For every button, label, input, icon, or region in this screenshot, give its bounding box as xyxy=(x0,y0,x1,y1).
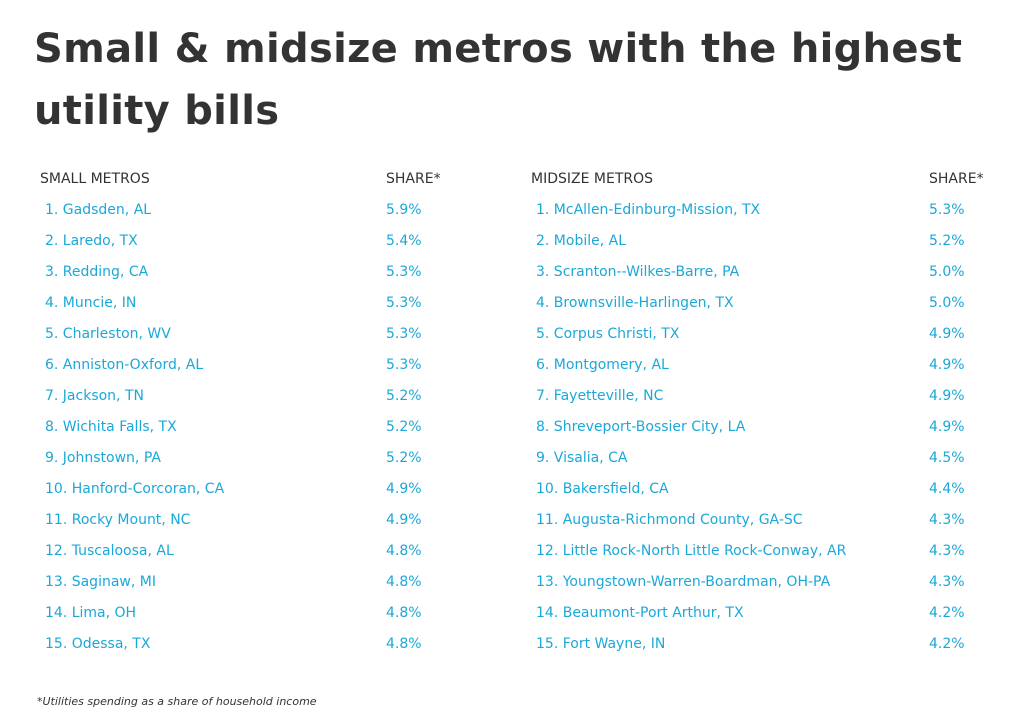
metro-name: 4. Brownsville-Harlingen, TX xyxy=(536,295,734,311)
metro-name: 12. Little Rock-North Little Rock-Conway… xyxy=(536,543,847,559)
table-row: 5. Corpus Christi, TX 4.9% xyxy=(531,326,1001,357)
metro-name: 14. Lima, OH xyxy=(45,605,137,621)
share-value: 4.9% xyxy=(929,388,965,404)
table-row: 6. Anniston-Oxford, AL 5.3% xyxy=(40,357,490,388)
midsize-metros-rows: 1. McAllen-Edinburg-Mission, TX 5.3% 2. Mo… xyxy=(531,202,1001,667)
table-row: 4. Muncie, IN 5.3% xyxy=(40,295,490,326)
metro-name: 9. Johnstown, PA xyxy=(45,450,161,466)
metro-name: 7. Fayetteville, NC xyxy=(536,388,664,404)
small-metros-share-header: SHARE* xyxy=(386,171,441,187)
table-row: 13. Saginaw, MI 4.8% xyxy=(40,574,490,605)
metro-name: 6. Anniston-Oxford, AL xyxy=(45,357,204,373)
metro-name: 5. Charleston, WV xyxy=(45,326,171,342)
footnote: *Utilities spending as a share of househ… xyxy=(37,695,317,708)
share-value: 5.2% xyxy=(386,388,422,404)
metro-name: 13. Saginaw, MI xyxy=(45,574,156,590)
metro-name: 1. Gadsden, AL xyxy=(45,202,152,218)
table-row: 13. Youngstown-Warren-Boardman, OH-PA 4.3… xyxy=(531,574,1001,605)
share-value: 5.4% xyxy=(386,233,422,249)
share-value: 4.9% xyxy=(386,512,422,528)
table-row: 10. Hanford-Corcoran, CA 4.9% xyxy=(40,481,490,512)
table-row: 7. Jackson, TN 5.2% xyxy=(40,388,490,419)
metro-name: 1. McAllen-Edinburg-Mission, TX xyxy=(536,202,761,218)
share-value: 5.2% xyxy=(929,233,965,249)
table-row: 8. Wichita Falls, TX 5.2% xyxy=(40,419,490,450)
share-value: 4.3% xyxy=(929,543,965,559)
table-row: 10. Bakersfield, CA 4.4% xyxy=(531,481,1001,512)
share-value: 4.9% xyxy=(929,419,965,435)
small-metros-rows: 1. Gadsden, AL 5.9% 2. Laredo, TX 5.4% 3. Re… xyxy=(40,202,490,667)
share-value: 5.0% xyxy=(929,264,965,280)
share-value: 5.3% xyxy=(386,326,422,342)
table-row: 1. McAllen-Edinburg-Mission, TX 5.3% xyxy=(531,202,1001,233)
table-row: 3. Redding, CA 5.3% xyxy=(40,264,490,295)
share-value: 4.8% xyxy=(386,574,422,590)
share-value: 4.3% xyxy=(929,574,965,590)
small-metros-header: SMALL METROS xyxy=(40,171,150,187)
share-value: 5.2% xyxy=(386,450,422,466)
midsize-metros-header: MIDSIZE METROS xyxy=(531,171,654,187)
table-row: 2. Laredo, TX 5.4% xyxy=(40,233,490,264)
share-value: 5.0% xyxy=(929,295,965,311)
metro-name: 5. Corpus Christi, TX xyxy=(536,326,680,342)
share-value: 4.8% xyxy=(386,636,422,652)
metro-name: 11. Augusta-Richmond County, GA-SC xyxy=(536,512,803,528)
table-row: 11. Rocky Mount, NC 4.9% xyxy=(40,512,490,543)
metro-name: 8. Shreveport-Bossier City, LA xyxy=(536,419,746,435)
table-row: 14. Lima, OH 4.8% xyxy=(40,605,490,636)
metro-name: 3. Scranton--Wilkes-Barre, PA xyxy=(536,264,740,280)
share-value: 5.3% xyxy=(386,357,422,373)
share-value: 5.3% xyxy=(386,295,422,311)
share-value: 4.2% xyxy=(929,605,965,621)
share-value: 4.3% xyxy=(929,512,965,528)
table-row: 15. Odessa, TX 4.8% xyxy=(40,636,490,667)
table-row: 14. Beaumont-Port Arthur, TX 4.2% xyxy=(531,605,1001,636)
metro-name: 10. Hanford-Corcoran, CA xyxy=(45,481,225,497)
metro-name: 10. Bakersfield, CA xyxy=(536,481,669,497)
table-row: 9. Johnstown, PA 5.2% xyxy=(40,450,490,481)
table-row: 9. Visalia, CA 4.5% xyxy=(531,450,1001,481)
metro-name: 2. Mobile, AL xyxy=(536,233,627,249)
metro-name: 15. Fort Wayne, IN xyxy=(536,636,666,652)
table-row: 3. Scranton--Wilkes-Barre, PA 5.0% xyxy=(531,264,1001,295)
table-row: 4. Brownsville-Harlingen, TX 5.0% xyxy=(531,295,1001,326)
share-value: 5.3% xyxy=(386,264,422,280)
share-value: 4.5% xyxy=(929,450,965,466)
metro-name: 6. Montgomery, AL xyxy=(536,357,669,373)
metro-name: 13. Youngstown-Warren-Boardman, OH-PA xyxy=(536,574,831,590)
share-value: 5.9% xyxy=(386,202,422,218)
metro-name: 2. Laredo, TX xyxy=(45,233,138,249)
metro-name: 9. Visalia, CA xyxy=(536,450,628,466)
table-row: 15. Fort Wayne, IN 4.2% xyxy=(531,636,1001,667)
table-row: 12. Little Rock-North Little Rock-Conway… xyxy=(531,543,1001,574)
share-value: 4.9% xyxy=(386,481,422,497)
metro-name: 14. Beaumont-Port Arthur, TX xyxy=(536,605,744,621)
page-title: Small & midsize metros with the highest … xyxy=(34,26,963,134)
metro-name: 4. Muncie, IN xyxy=(45,295,137,311)
table-row: 11. Augusta-Richmond County, GA-SC 4.3% xyxy=(531,512,1001,543)
metro-name: 8. Wichita Falls, TX xyxy=(45,419,177,435)
table-row: 7. Fayetteville, NC 4.9% xyxy=(531,388,1001,419)
share-value: 4.9% xyxy=(929,326,965,342)
metro-name: 11. Rocky Mount, NC xyxy=(45,512,191,528)
table-row: 2. Mobile, AL 5.2% xyxy=(531,233,1001,264)
midsize-metros-share-header: SHARE* xyxy=(929,171,984,187)
table-row: 12. Tuscaloosa, AL 4.8% xyxy=(40,543,490,574)
metro-name: 15. Odessa, TX xyxy=(45,636,151,652)
share-value: 4.9% xyxy=(929,357,965,373)
share-value: 4.4% xyxy=(929,481,965,497)
table-row: 8. Shreveport-Bossier City, LA 4.9% xyxy=(531,419,1001,450)
share-value: 4.8% xyxy=(386,605,422,621)
share-value: 5.2% xyxy=(386,419,422,435)
share-value: 4.8% xyxy=(386,543,422,559)
table-row: 5. Charleston, WV 5.3% xyxy=(40,326,490,357)
table-row: 6. Montgomery, AL 4.9% xyxy=(531,357,1001,388)
share-value: 4.2% xyxy=(929,636,965,652)
metro-name: 3. Redding, CA xyxy=(45,264,149,280)
metro-name: 7. Jackson, TN xyxy=(45,388,144,404)
table-row: 1. Gadsden, AL 5.9% xyxy=(40,202,490,233)
metro-name: 12. Tuscaloosa, AL xyxy=(45,543,174,559)
share-value: 5.3% xyxy=(929,202,965,218)
